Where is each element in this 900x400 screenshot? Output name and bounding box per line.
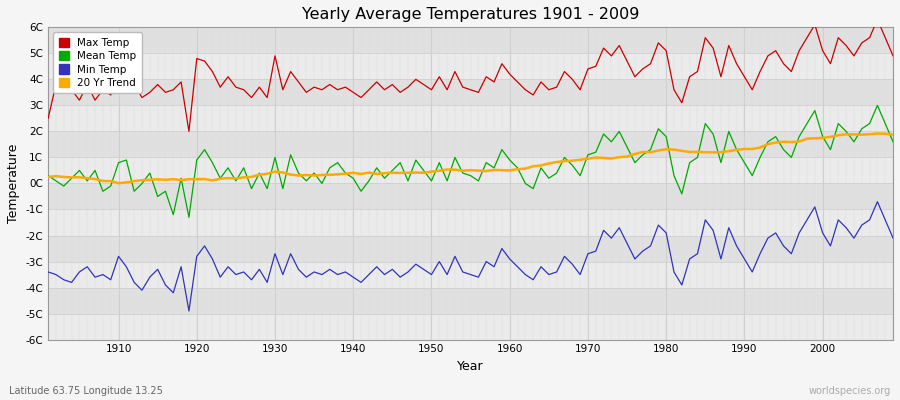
Max Temp [184,129,194,134]
Mean Temp [512,166,523,170]
Mean Temp [887,140,898,144]
Line: Mean Temp: Mean Temp [48,105,893,217]
Bar [48,288,893,314]
20 Yr Trend [512,167,523,172]
20 Yr Trend [285,172,296,177]
20 Yr Trend [606,156,616,161]
20 Yr Trend [504,168,515,173]
20 Yr Trend [113,181,124,186]
Mean Temp [872,103,883,108]
Mean Temp [105,184,116,188]
Text: worldspecies.org: worldspecies.org [809,386,891,396]
Min Temp [512,264,523,269]
Min Temp [42,270,53,274]
Bar [48,184,893,210]
Min Temp [184,309,194,314]
Max Temp [512,80,523,84]
Bar [48,105,893,131]
Bar [48,131,893,158]
Bar [48,79,893,105]
Max Temp [285,69,296,74]
Bar [48,314,893,340]
Text: Latitude 63.75 Longitude 13.25: Latitude 63.75 Longitude 13.25 [9,386,163,396]
Bar [48,236,893,262]
Bar [48,53,893,79]
Max Temp [872,17,883,22]
Title: Yearly Average Temperatures 1901 - 2009: Yearly Average Temperatures 1901 - 2009 [302,7,639,22]
Y-axis label: Temperature: Temperature [7,144,20,223]
Min Temp [504,256,515,261]
X-axis label: Year: Year [457,360,484,373]
20 Yr Trend [872,131,883,136]
Min Temp [606,236,616,240]
Mean Temp [285,152,296,157]
Bar [48,158,893,184]
Bar [48,27,893,53]
Min Temp [872,199,883,204]
Max Temp [42,116,53,121]
Max Temp [606,54,616,58]
Mean Temp [606,140,616,144]
20 Yr Trend [105,179,116,184]
Mean Temp [504,158,515,162]
Mean Temp [184,215,194,220]
Line: Min Temp: Min Temp [48,202,893,311]
Mean Temp [42,173,53,178]
Line: Max Temp: Max Temp [48,20,893,131]
Max Temp [887,54,898,58]
Mean Temp [332,160,343,165]
Min Temp [285,251,296,256]
20 Yr Trend [887,132,898,137]
Bar [48,262,893,288]
Min Temp [105,277,116,282]
Line: 20 Yr Trend: 20 Yr Trend [48,134,893,183]
Max Temp [332,87,343,92]
Max Temp [105,92,116,97]
Max Temp [504,72,515,76]
Legend: Max Temp, Mean Temp, Min Temp, 20 Yr Trend: Max Temp, Mean Temp, Min Temp, 20 Yr Tre… [53,32,141,93]
Min Temp [887,236,898,240]
20 Yr Trend [332,172,343,177]
Min Temp [332,272,343,277]
Bar [48,210,893,236]
20 Yr Trend [42,174,53,179]
